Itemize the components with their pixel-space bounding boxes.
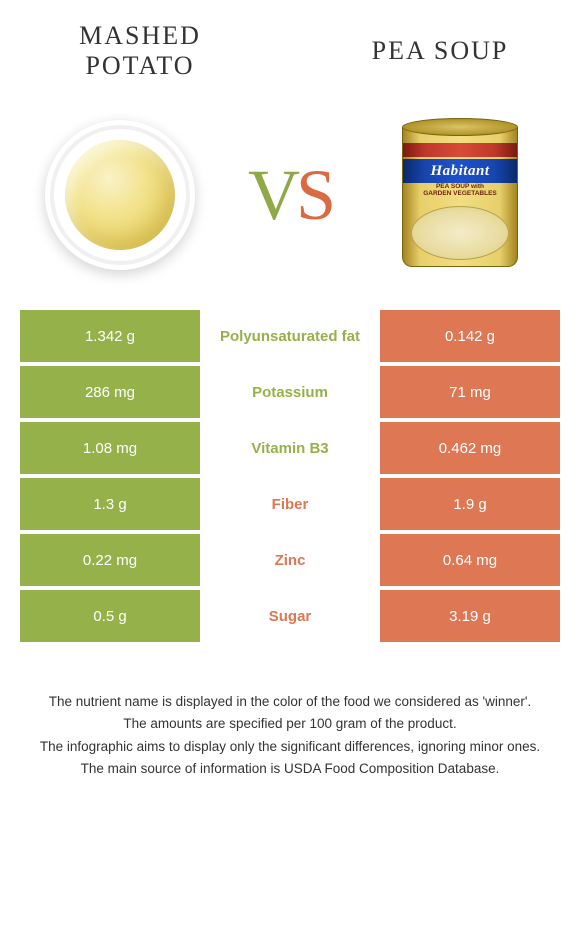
vs-v: V: [248, 155, 296, 235]
mashed-potato-image: [40, 115, 200, 275]
title-left-line2: potato: [85, 51, 194, 80]
images-row: VS Habitant PEA SOUP with GARDEN VEGETAB…: [0, 90, 580, 310]
footnote-line: The infographic aims to display only the…: [18, 737, 562, 757]
cell-right-value: 1.9 g: [380, 478, 560, 534]
cell-right-value: 0.462 mg: [380, 422, 560, 478]
footnote-line: The main source of information is USDA F…: [18, 759, 562, 779]
title-right: Pea soup: [340, 36, 540, 66]
comparison-table: 1.342 gPolyunsaturated fat0.142 g286 mgP…: [20, 310, 560, 646]
cell-nutrient-label: Zinc: [200, 534, 380, 590]
table-row: 1.342 gPolyunsaturated fat0.142 g: [20, 310, 560, 366]
pea-soup-image: Habitant PEA SOUP with GARDEN VEGETABLES: [380, 115, 540, 275]
footnote-line: The nutrient name is displayed in the co…: [18, 692, 562, 712]
cell-nutrient-label: Vitamin B3: [200, 422, 380, 478]
table-row: 1.3 gFiber1.9 g: [20, 478, 560, 534]
cell-right-value: 3.19 g: [380, 590, 560, 646]
cell-nutrient-label: Potassium: [200, 366, 380, 422]
footnotes: The nutrient name is displayed in the co…: [0, 692, 580, 779]
cell-nutrient-label: Sugar: [200, 590, 380, 646]
cell-nutrient-label: Fiber: [200, 478, 380, 534]
cell-right-value: 0.64 mg: [380, 534, 560, 590]
title-left-line1: Mashed: [79, 21, 201, 50]
cell-left-value: 1.342 g: [20, 310, 200, 366]
cell-left-value: 286 mg: [20, 366, 200, 422]
can-sub1: PEA SOUP with: [436, 183, 484, 190]
cell-nutrient-label: Polyunsaturated fat: [200, 310, 380, 366]
cell-left-value: 1.08 mg: [20, 422, 200, 478]
table-row: 0.5 gSugar3.19 g: [20, 590, 560, 646]
cell-left-value: 0.22 mg: [20, 534, 200, 590]
can-sub2: GARDEN VEGETABLES: [423, 190, 497, 197]
table-row: 1.08 mgVitamin B30.462 mg: [20, 422, 560, 478]
can-brand: Habitant: [403, 159, 517, 183]
header: Mashed potato Pea soup: [0, 0, 580, 90]
title-left: Mashed potato: [40, 21, 240, 81]
vs-label: VS: [248, 154, 332, 237]
cell-right-value: 0.142 g: [380, 310, 560, 366]
cell-left-value: 0.5 g: [20, 590, 200, 646]
table-row: 0.22 mgZinc0.64 mg: [20, 534, 560, 590]
vs-s: S: [296, 155, 332, 235]
cell-right-value: 71 mg: [380, 366, 560, 422]
table-row: 286 mgPotassium71 mg: [20, 366, 560, 422]
cell-left-value: 1.3 g: [20, 478, 200, 534]
footnote-line: The amounts are specified per 100 gram o…: [18, 714, 562, 734]
